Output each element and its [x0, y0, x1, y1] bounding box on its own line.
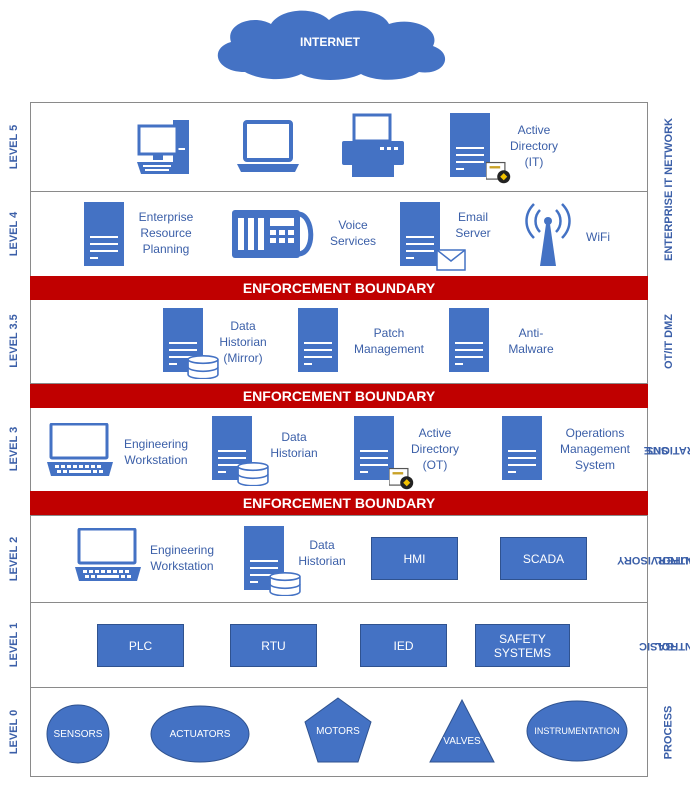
- patch-management-label: Patch Management: [353, 326, 425, 356]
- data-historian-mirror-label: Data Historian (Mirror): [219, 319, 267, 365]
- laptop-icon: [237, 120, 299, 172]
- engineering-workstation-l2-label: Engineering Workstation: [149, 543, 215, 573]
- data-historian-l2-label: Data Historian: [298, 538, 346, 568]
- active-directory-ot-server-icon: [354, 416, 394, 480]
- voice-phone-icon: [232, 210, 314, 258]
- database-icon: [237, 462, 269, 486]
- level-5-label: LEVEL 5: [8, 124, 20, 170]
- level-4-label: LEVEL 4: [8, 211, 20, 257]
- erp-server-icon: [84, 202, 124, 266]
- active-directory-ot-label: Active Directory (OT): [410, 426, 459, 472]
- anti-malware-label: Anti- Malware: [508, 326, 554, 356]
- active-directory-it-server-icon: [450, 112, 490, 178]
- side-label-site-operations: SITEOPERATIONS: [643, 443, 690, 456]
- level-3-5-label: LEVEL 3.5: [8, 314, 21, 368]
- actuators-label: ACTUATORS: [169, 728, 231, 740]
- anti-malware-server-icon: [449, 308, 489, 372]
- engineering-workstation-icon: [47, 423, 113, 477]
- internet-label: INTERNET: [300, 35, 360, 49]
- sensors-circle-shape: [46, 704, 110, 764]
- instrumentation-label: INSTRUMENTATION: [534, 726, 620, 736]
- erp-label: Enterprise Resource Planning: [138, 210, 194, 256]
- level-3-zone: [30, 406, 648, 492]
- motors-pentagon-shape: [304, 697, 372, 763]
- scada-node: SCADA: [500, 537, 587, 580]
- plc-node: PLC: [97, 624, 184, 667]
- side-label-process: PROCESS: [662, 705, 675, 759]
- email-server-icon: [400, 202, 440, 266]
- engineering-workstation-icon: [75, 528, 141, 582]
- enforcement-boundary-3: ENFORCEMENT BOUNDARY: [30, 491, 648, 515]
- level-0-label: LEVEL 0: [8, 709, 20, 755]
- level-3-label: LEVEL 3: [8, 426, 20, 472]
- database-icon: [269, 572, 301, 596]
- side-label-basic-control: BASICCONTROL: [638, 639, 690, 652]
- cloud-icon: [217, 10, 446, 80]
- level-2-label: LEVEL 2: [8, 536, 20, 582]
- patch-management-server-icon: [298, 308, 338, 372]
- level-5-zone: [30, 102, 648, 192]
- desktop-computer-icon: [137, 120, 189, 174]
- hmi-node: HMI: [371, 537, 458, 580]
- operations-management-label: Operations Management System: [559, 426, 631, 472]
- voice-services-label: Voice Services: [329, 218, 376, 248]
- printer-icon: [342, 113, 404, 177]
- active-directory-it-label: Active Directory (IT): [509, 123, 558, 169]
- valves-triangle-shape: [429, 698, 495, 763]
- enforcement-boundary-2: ENFORCEMENT BOUNDARY: [30, 384, 648, 408]
- enforcement-boundary-1: ENFORCEMENT BOUNDARY: [30, 276, 648, 300]
- engineering-workstation-l3-label: Engineering Workstation: [123, 437, 189, 467]
- wifi-antenna-icon: [525, 203, 571, 266]
- level-1-label: LEVEL 1: [8, 622, 20, 668]
- ied-node: IED: [360, 624, 447, 667]
- sensors-label: SENSORS: [53, 728, 103, 740]
- envelope-icon: [436, 249, 466, 271]
- motors-label: MOTORS: [316, 725, 360, 737]
- rtu-node: RTU: [230, 624, 317, 667]
- valves-label: VALVES: [443, 735, 481, 747]
- data-historian-l3-label: Data Historian: [270, 430, 318, 460]
- actuators-ellipse-shape: [150, 705, 250, 763]
- side-label-enterprise: ENTERPRISE IT NETWORK: [662, 117, 675, 262]
- operations-management-server-icon: [502, 416, 542, 480]
- wifi-label: WiFi: [586, 230, 610, 244]
- email-server-label: Email Server: [455, 210, 491, 240]
- side-label-supervisory-control: SUPERVISORYCONTROL: [616, 553, 690, 566]
- side-label-dmz: OT/IT DMZ: [662, 313, 675, 369]
- internet-cloud: INTERNET: [205, 6, 455, 82]
- safety-systems-node: SAFETY SYSTEMS: [475, 624, 570, 667]
- instrumentation-ellipse-shape: [526, 700, 628, 762]
